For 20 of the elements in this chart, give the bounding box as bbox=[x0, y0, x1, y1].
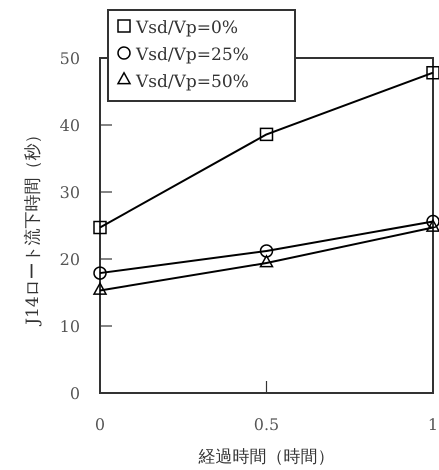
y-tick-label: 50 bbox=[60, 49, 80, 68]
point bbox=[93, 266, 107, 280]
y-tick-label: 0 bbox=[70, 384, 80, 403]
legend-label: Vsd/Vp=25% bbox=[135, 45, 249, 65]
x-axis-title: 経過時間（時間） bbox=[198, 447, 334, 467]
y-tick-label: 20 bbox=[60, 250, 80, 269]
y-tick-label: 40 bbox=[60, 116, 80, 135]
x-tick-label: 1 bbox=[428, 415, 438, 434]
x-tick-label: 0.5 bbox=[254, 415, 280, 434]
point bbox=[93, 220, 107, 234]
point bbox=[260, 244, 274, 258]
point bbox=[426, 66, 439, 80]
y-axis-title: J14ロート流下時間（秒） bbox=[23, 126, 43, 327]
point bbox=[426, 214, 439, 228]
x-tick-label: 0 bbox=[94, 415, 106, 434]
legend-label: Vsd/Vp=0% bbox=[135, 18, 238, 38]
y-tick-label: 30 bbox=[60, 183, 80, 202]
legend-label: Vsd/Vp=50% bbox=[135, 72, 249, 92]
y-tick-label: 10 bbox=[60, 317, 80, 336]
point bbox=[260, 128, 274, 142]
